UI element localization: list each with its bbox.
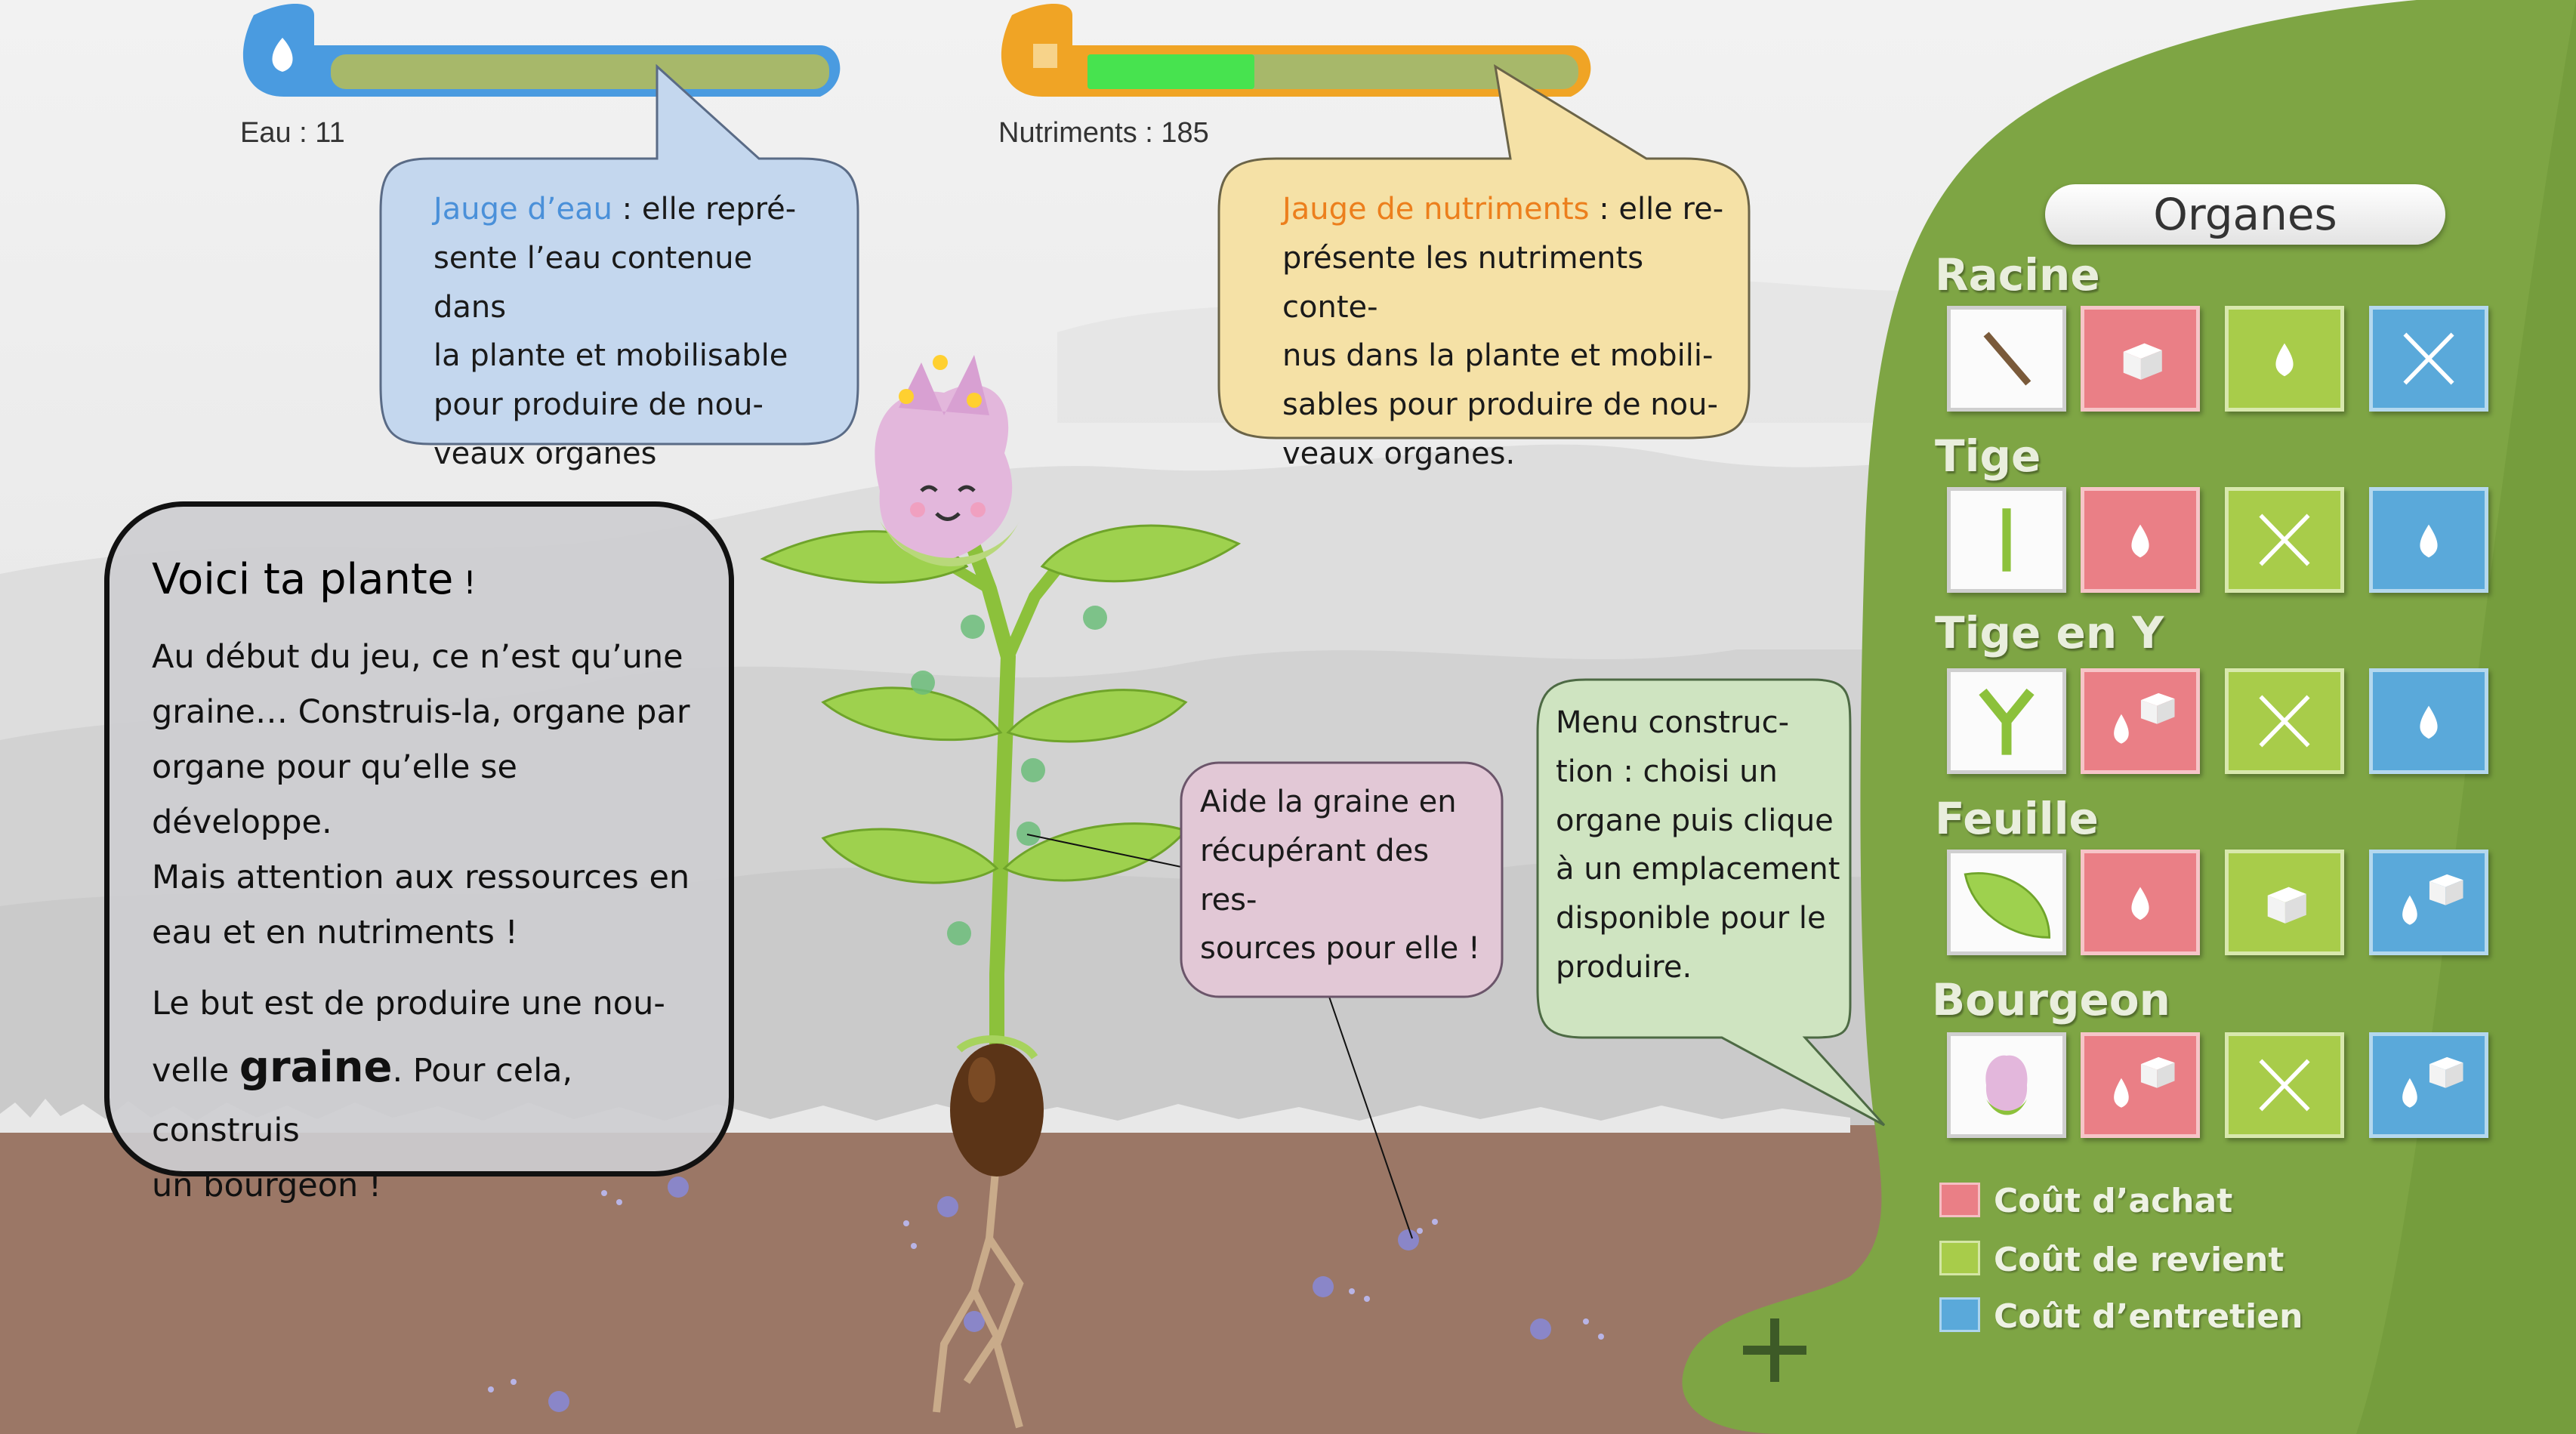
tige-upkeep-cost [2369, 487, 2488, 593]
legend-upkeep-cost: Coût d’entretien [1994, 1297, 2303, 1336]
drop-icon [2275, 343, 2294, 377]
organ-row-label-tige-en-y: Tige en Y [1935, 607, 2164, 658]
nutrient-cube-icon [1033, 44, 1057, 68]
y-stem-icon [1979, 688, 2035, 755]
build-menu-callout: Menu construc- tion : choisi un organe p… [1556, 705, 1840, 985]
nutrient-gauge-callout-highlight: Jauge de nutriments [1282, 192, 1590, 227]
organ-row-label-feuille: Feuille [1935, 793, 2099, 844]
drop-icon [2131, 524, 2149, 558]
nutrient-gauge [1001, 4, 1591, 97]
organ-button-tige[interactable] [1947, 487, 2066, 593]
roots [933, 1155, 1024, 1429]
tige-en-y-production-cost [2225, 668, 2344, 774]
organ-panel-title: Organes [2045, 184, 2445, 245]
intro-paragraph-1: Au début du jeu, ce n’est qu’une graine…… [152, 638, 690, 952]
bourgeon-production-cost [2225, 1032, 2344, 1138]
plant[interactable] [748, 340, 1276, 1434]
nutrient-callout-bubble [1217, 64, 1751, 439]
stem [959, 526, 1017, 1095]
tige-purchase-cost [2081, 487, 2200, 593]
soil-resources [488, 1176, 1604, 1412]
racine-upkeep-cost [2369, 306, 2488, 412]
racine-purchase-cost [2081, 306, 2200, 412]
legend-swatch-production [1939, 1241, 1980, 1275]
water-callout-bubble [379, 63, 859, 446]
intro-title: Voici ta plante ! [152, 555, 477, 604]
cube-icon [2267, 887, 2306, 924]
bourgeon-purchase-cost [2081, 1032, 2200, 1138]
organ-button-racine[interactable] [1947, 306, 2066, 412]
drop-cube-icon [2402, 1056, 2463, 1108]
seed-help-callout: Aide la graine en récupérant des res- so… [1200, 785, 1480, 967]
none-x-icon [2403, 332, 2454, 385]
legend-swatch-purchase [1939, 1183, 1980, 1217]
nutrient-gauge-fill [1087, 54, 1254, 89]
leaf-icon [1964, 872, 2051, 939]
root-icon [1983, 332, 2031, 386]
water-gauge [242, 4, 841, 97]
cube-icon [2123, 343, 2162, 380]
intro-panel: Voici ta plante ! Au début du jeu, ce n’… [104, 501, 734, 1204]
drop-cube-icon [2114, 692, 2175, 744]
none-x-icon [2259, 513, 2310, 566]
build-slots[interactable] [911, 606, 1107, 945]
intro-paragraph-2: Le but est de produire une nou- velle gr… [152, 984, 665, 1204]
legend-production-cost: Coût de revient [1994, 1241, 2284, 1279]
water-gauge-callout: Jauge d’eau : elle repré- sente l’eau co… [433, 192, 797, 471]
legend-swatch-upkeep [1939, 1297, 1980, 1332]
organ-row-label-bourgeon: Bourgeon [1932, 974, 2170, 1025]
none-x-icon [2259, 1059, 2310, 1112]
organ-button-feuille[interactable] [1947, 850, 2066, 955]
flower-bud [875, 355, 1020, 566]
none-x-icon [2259, 695, 2310, 748]
organ-button-tige-en-y[interactable] [1947, 668, 2066, 774]
nutrient-gauge-label: Nutriments : 185 [998, 117, 1209, 149]
organ-button-bourgeon[interactable] [1947, 1032, 2066, 1138]
water-gauge-callout-highlight: Jauge d’eau [433, 192, 612, 227]
tige-production-cost [2225, 487, 2344, 593]
feuille-production-cost [2225, 850, 2344, 955]
nutrient-gauge-callout: Jauge de nutriments : elle re- présente … [1282, 192, 1724, 471]
drop-cube-icon [2402, 874, 2463, 925]
drop-icon [2131, 887, 2149, 921]
drop-icon [2420, 524, 2438, 558]
plus-icon[interactable] [1737, 1312, 1812, 1388]
organ-row-label-racine: Racine [1935, 249, 2100, 301]
drop-cube-icon [2114, 1056, 2175, 1108]
organ-row-label-tige: Tige [1935, 430, 2041, 482]
drop-icon [2420, 705, 2438, 739]
bud-icon [1985, 1055, 2028, 1115]
bourgeon-upkeep-cost [2369, 1032, 2488, 1138]
racine-production-cost [2225, 306, 2344, 412]
water-drop-icon [272, 38, 293, 72]
feuille-purchase-cost [2081, 850, 2200, 955]
water-gauge-label: Eau : 11 [240, 117, 345, 149]
feuille-upkeep-cost [2369, 850, 2488, 955]
tige-en-y-upkeep-cost [2369, 668, 2488, 774]
legend-purchase-cost: Coût d’achat [1994, 1182, 2233, 1220]
build-menu-callout-bubble [1536, 678, 1886, 1127]
tige-en-y-purchase-cost [2081, 668, 2200, 774]
seed-help-callout-bubble [1026, 761, 1504, 1239]
